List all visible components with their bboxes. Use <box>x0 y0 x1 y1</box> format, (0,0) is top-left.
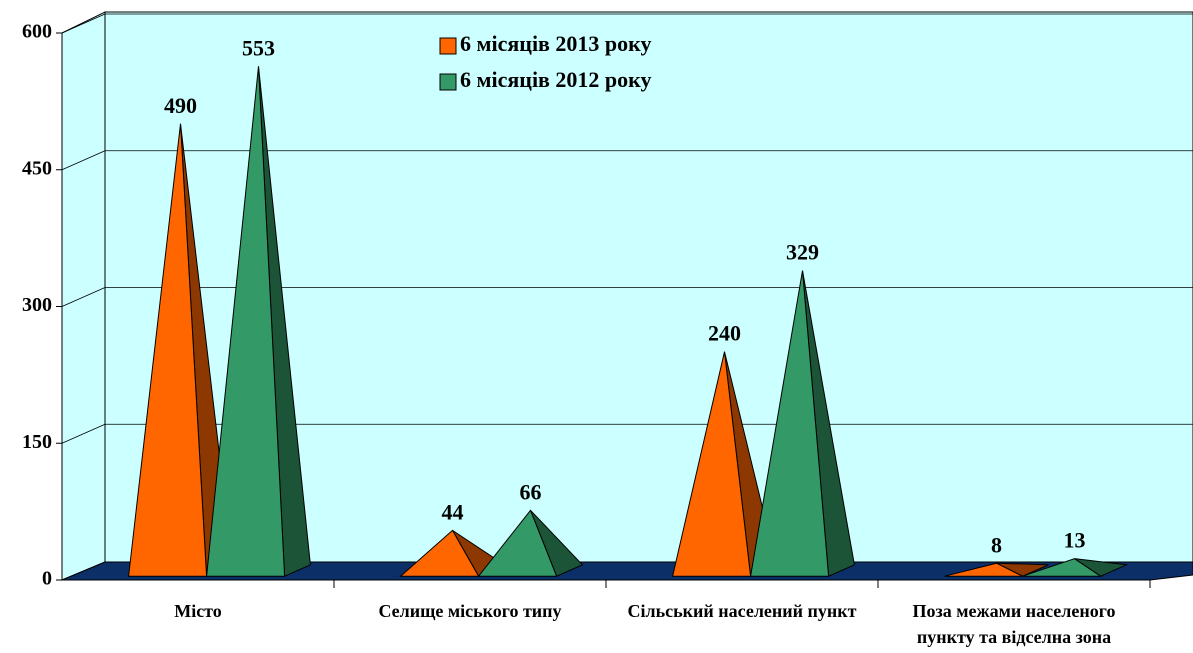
data-label: 553 <box>242 35 275 60</box>
x-tick-label: Місто <box>174 601 222 621</box>
data-label: 240 <box>708 321 741 346</box>
y-tick-label: 150 <box>22 431 52 453</box>
grid-line <box>61 423 106 444</box>
legend-label: 6 місяців 2012 року <box>460 67 652 92</box>
pyramid <box>477 509 558 577</box>
pyramid <box>128 123 208 577</box>
x-tick-label: Селище міського типу <box>378 601 562 621</box>
y-tick-label: 600 <box>22 21 52 43</box>
pyramid <box>944 562 1023 577</box>
data-label: 329 <box>786 240 819 265</box>
data-label: 66 <box>520 479 542 504</box>
x-tick-label: Сільський населений пункт <box>627 601 857 621</box>
y-tick-label: 0 <box>42 568 52 590</box>
data-label: 44 <box>442 499 464 524</box>
legend-label: 6 місяців 2013 року <box>460 31 652 56</box>
pyramid <box>399 529 480 577</box>
y-tick-label: 300 <box>22 294 52 316</box>
legend-swatch <box>439 37 457 55</box>
legend-swatch <box>439 73 457 91</box>
pyramid <box>1022 558 1103 577</box>
grid-line <box>61 13 106 34</box>
data-label: 490 <box>164 93 197 118</box>
pyramid <box>750 270 830 577</box>
x-tick-label: Поза межами населеного пункту та відселн… <box>912 601 1116 647</box>
data-label: 8 <box>991 532 1002 557</box>
pyramid <box>206 66 286 577</box>
side-wall <box>61 11 106 581</box>
grid-line <box>61 287 106 307</box>
data-label: 13 <box>1064 528 1086 553</box>
pyramid <box>671 351 752 577</box>
grid-line <box>61 150 106 171</box>
y-tick-label: 450 <box>22 157 52 179</box>
